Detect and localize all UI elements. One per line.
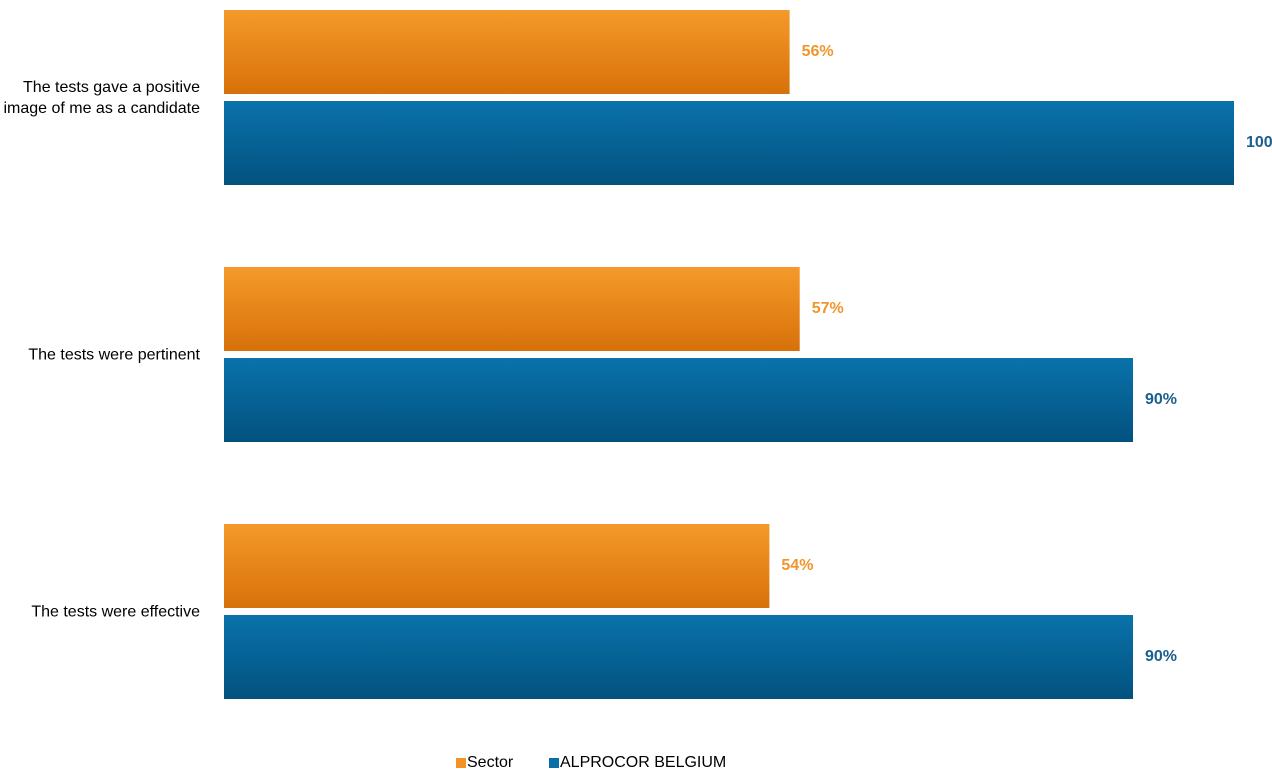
category-label: The tests were pertinent bbox=[28, 346, 200, 363]
bar bbox=[224, 615, 1133, 699]
value-label: 57% bbox=[812, 300, 844, 317]
category-label: The tests gave a positive image of me as… bbox=[3, 78, 200, 117]
bar bbox=[224, 267, 800, 351]
bar bbox=[224, 10, 790, 94]
value-label: 56% bbox=[802, 43, 834, 60]
value-label: 100% bbox=[1246, 134, 1272, 151]
legend-swatch bbox=[549, 758, 559, 768]
bar bbox=[224, 524, 770, 608]
value-label: 90% bbox=[1145, 391, 1177, 408]
value-label: 54% bbox=[781, 557, 813, 574]
legend-swatch bbox=[456, 758, 466, 768]
value-label: 90% bbox=[1145, 648, 1177, 665]
bar bbox=[224, 358, 1133, 442]
category-label: The tests were effective bbox=[31, 603, 200, 620]
legend-label: ALPROCOR BELGIUM bbox=[560, 754, 726, 769]
legend-label: Sector bbox=[467, 754, 514, 769]
bar bbox=[224, 101, 1234, 185]
